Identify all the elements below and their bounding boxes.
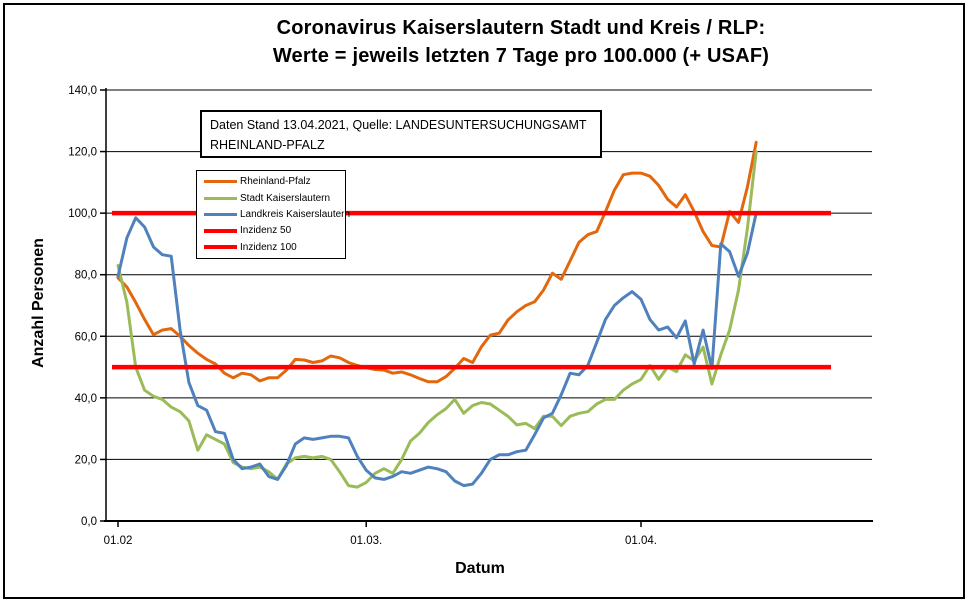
chart-outer-border xyxy=(3,3,965,599)
legend-item: Rheinland-Pfalz xyxy=(197,176,345,187)
legend-item-label: Inzidenz 50 xyxy=(240,225,292,237)
legend-item: Stadt Kaiserslautern xyxy=(197,193,345,204)
data-source-line1: Daten Stand 13.04.2021, Quelle: LANDESUN… xyxy=(210,118,587,132)
x-tick-label: 01.02 xyxy=(104,535,133,547)
y-tick-label: 60,0 xyxy=(75,331,97,343)
legend-swatch-line xyxy=(204,228,237,233)
legend-swatch-line xyxy=(204,212,237,216)
y-tick-label: 0,0 xyxy=(81,516,97,528)
y-tick-label: 20,0 xyxy=(75,454,97,466)
series-line-landkreis-kaiserslautern xyxy=(116,211,758,488)
legend-item: Inzidenz 100 xyxy=(197,242,345,253)
legend: Rheinland-Pfalz Stadt Kaiserslautern Landk… xyxy=(196,170,350,259)
data-source-textbox: Daten Stand 13.04.2021, Quelle: LANDESUN… xyxy=(200,110,602,158)
data-source-line2: RHEINLAND-PFALZ xyxy=(210,138,325,152)
legend-item-label: Inzidenz 100 xyxy=(240,241,297,253)
x-tick-label: 01.03. xyxy=(350,535,382,547)
legend-swatch-line xyxy=(204,180,237,184)
legend-item: Landkreis Kaiserslautern xyxy=(197,209,350,220)
chart-title-line1: Coronavirus Kaiserslautern Stadt und Kre… xyxy=(276,17,766,39)
y-tick-label: 100,0 xyxy=(68,208,97,220)
y-tick-label: 120,0 xyxy=(68,147,97,159)
chart-title: Coronavirus Kaiserslautern Stadt und Kre… xyxy=(74,14,968,70)
chart-title-line2: Werte = jeweils letzten 7 Tage pro 100.0… xyxy=(272,45,770,67)
legend-item-label: Landkreis Kaiserslautern xyxy=(240,208,351,220)
legend-item-label: Stadt Kaiserslautern xyxy=(240,192,331,204)
y-tick-label: 80,0 xyxy=(75,270,97,282)
x-tick-label: 01.04. xyxy=(625,535,657,547)
series-line-rheinland-pfalz xyxy=(116,140,758,384)
y-axis-title: Anzahl Personen xyxy=(30,238,47,368)
y-tick-label: 140,0 xyxy=(68,85,97,97)
legend-swatch-line xyxy=(204,245,237,250)
y-tick-label: 40,0 xyxy=(75,393,97,405)
x-axis-title: Datum xyxy=(455,560,505,577)
legend-item: Inzidenz 50 xyxy=(197,225,345,236)
legend-item-label: Rheinland-Pfalz xyxy=(240,176,311,188)
legend-swatch-line xyxy=(204,196,237,200)
